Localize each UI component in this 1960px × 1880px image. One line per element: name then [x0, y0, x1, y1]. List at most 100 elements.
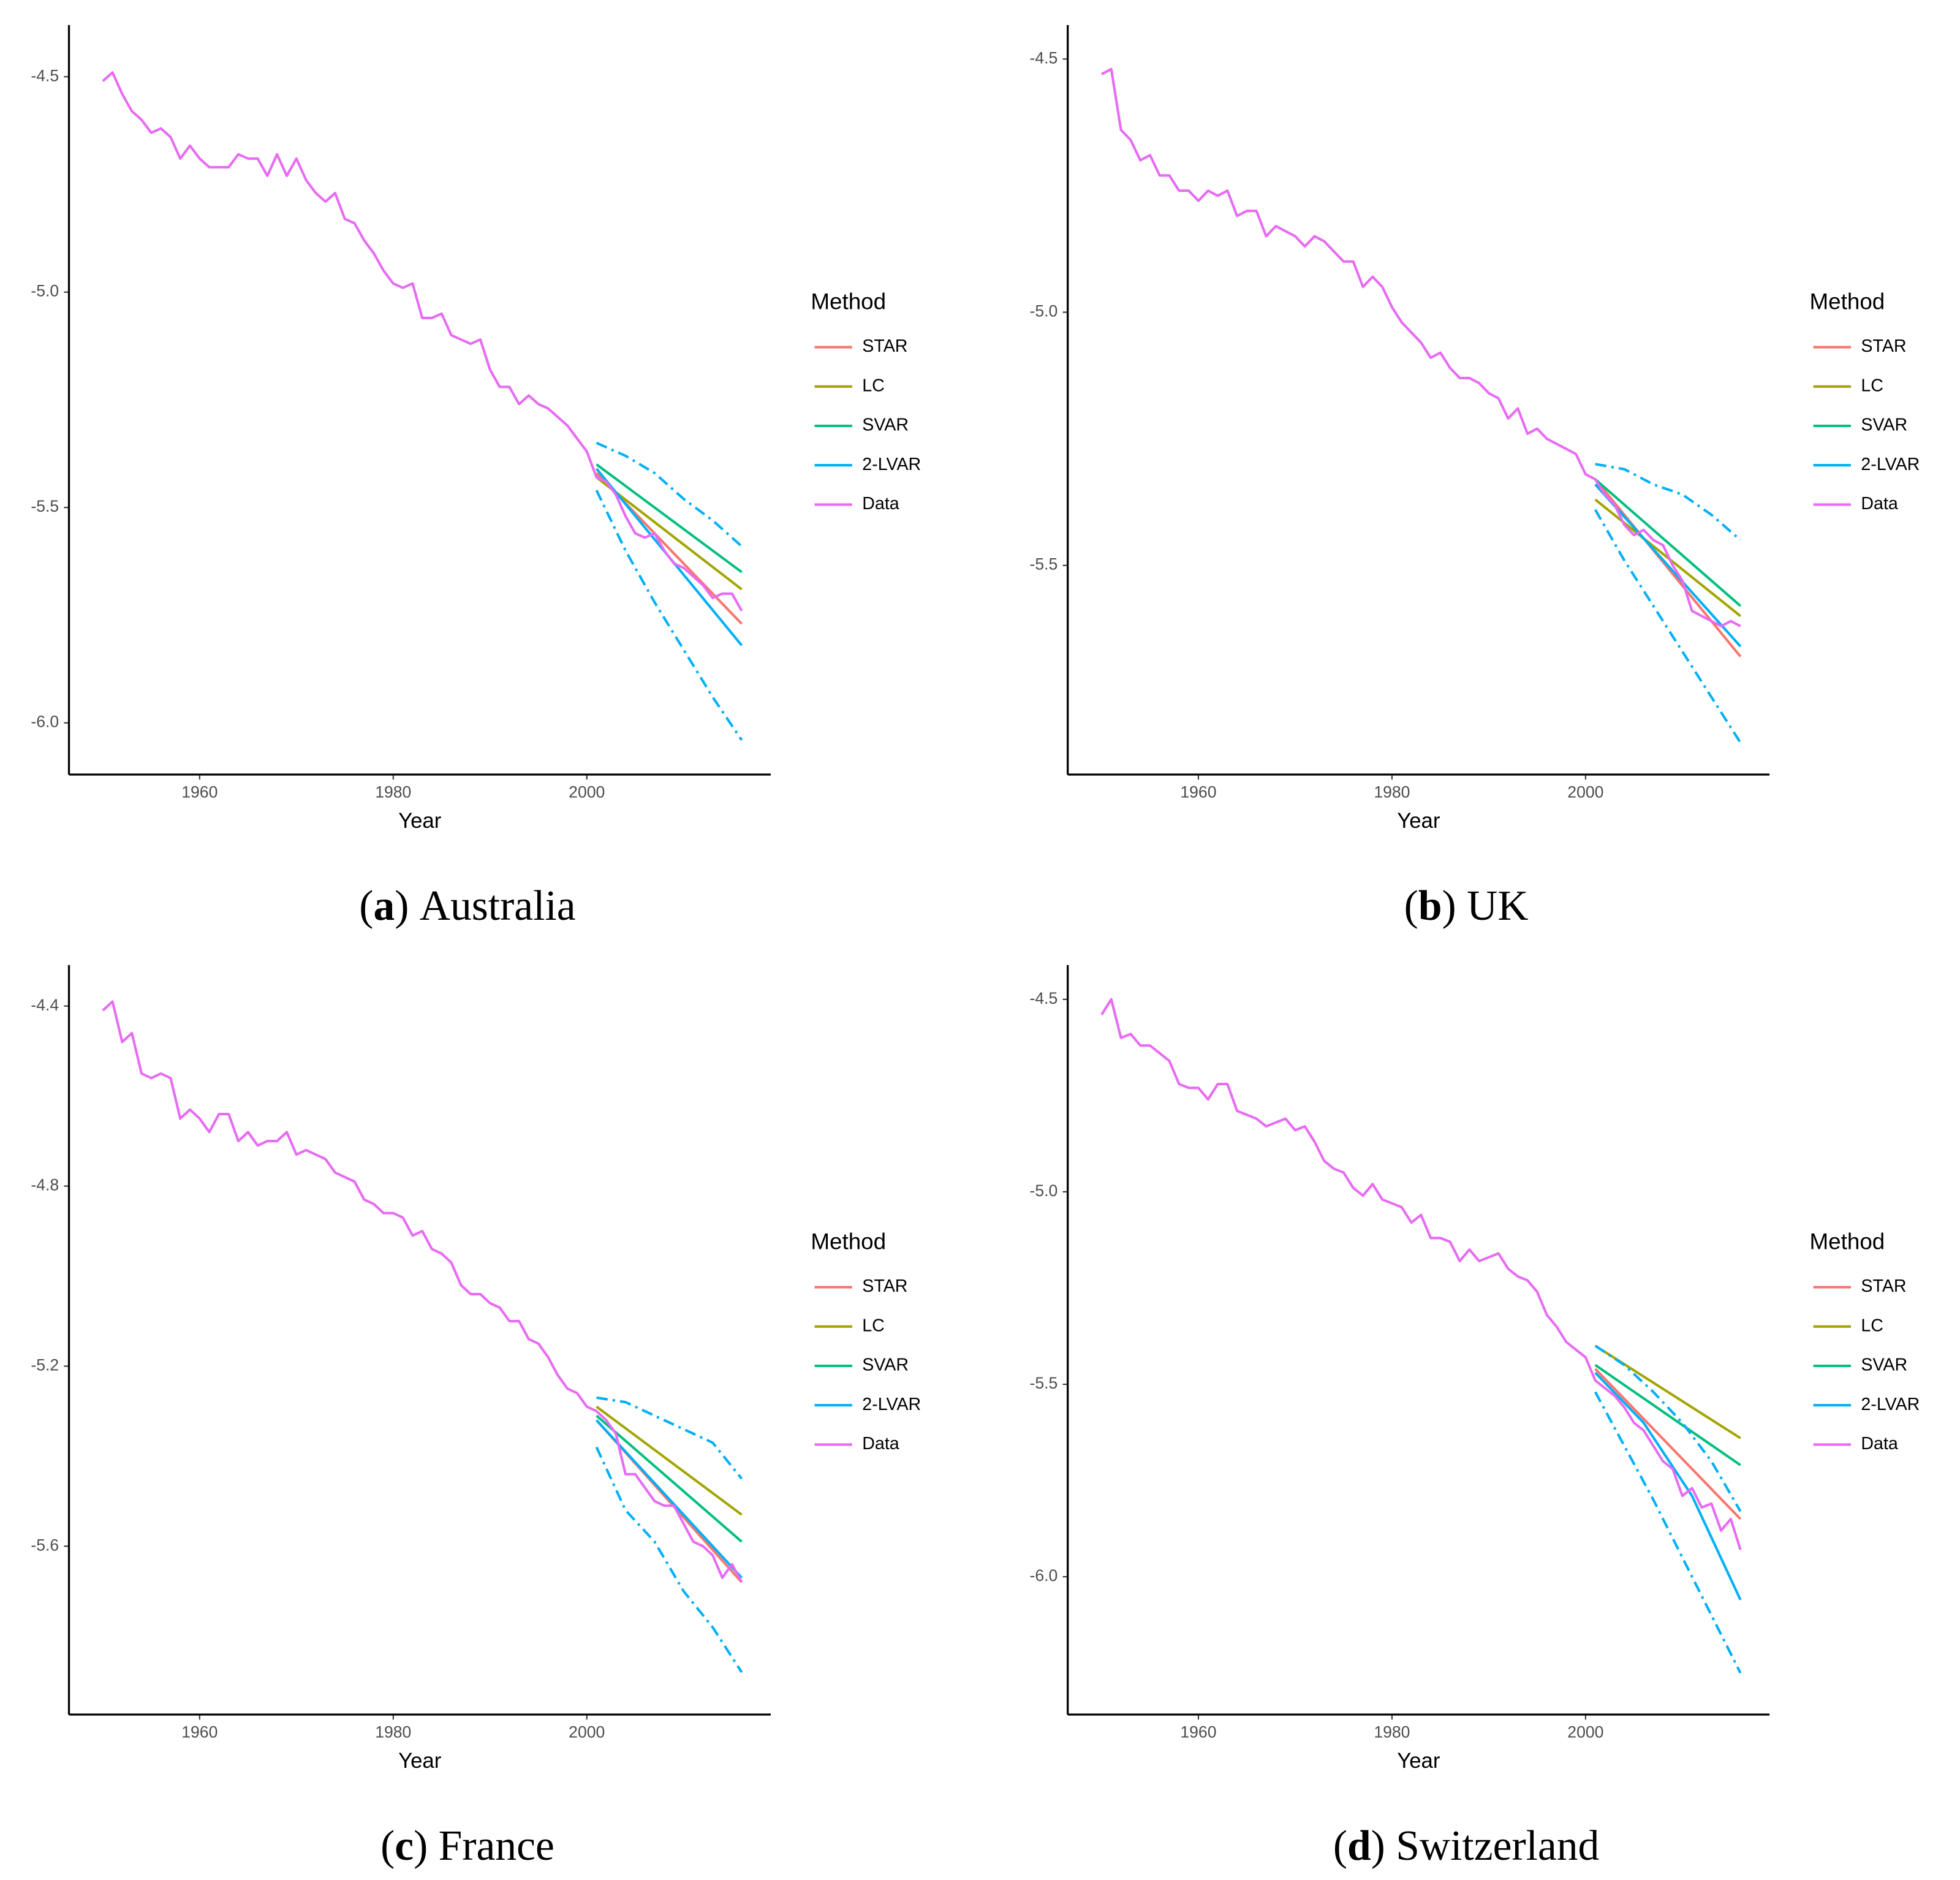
panel: -4.5 -5.0 -5.5 -6.0 1960 1980 2000 Year Method ST…	[31, 25, 921, 930]
y-tick-label: -6.0	[1029, 1566, 1058, 1585]
caption-text: UK	[1467, 882, 1528, 930]
caption-label: a	[373, 882, 395, 930]
legend-label: Data	[862, 494, 899, 514]
legend-label: Data	[1861, 1434, 1898, 1454]
x-tick-label: 2000	[569, 783, 605, 802]
y-tick-label: -5.5	[31, 497, 59, 515]
caption-space	[409, 882, 419, 930]
caption-text: France	[439, 1822, 554, 1870]
y-tick-label: -5.0	[1029, 302, 1058, 320]
x-tick-label: 2000	[1567, 1723, 1603, 1742]
series-line	[1594, 478, 1742, 607]
series-line	[1101, 67, 1741, 627]
caption-close: )	[395, 882, 409, 930]
caption-text: Australia	[420, 882, 576, 930]
x-tick-label: 1980	[1374, 783, 1410, 802]
caption-space	[428, 1822, 438, 1870]
caption-space	[1456, 882, 1467, 930]
panel: -4.5 -5.0 -5.5 1960 1980 2000 Year Method STAR LC…	[1029, 25, 1920, 930]
legend-label: 2-LVAR	[862, 455, 921, 474]
y-tick-label: -4.5	[1029, 989, 1058, 1007]
series-line	[596, 1414, 743, 1543]
legend-title: Method	[1810, 1229, 1885, 1254]
legend-label: SVAR	[1861, 1355, 1907, 1375]
y-tick-label: -5.0	[31, 282, 59, 300]
series-line	[596, 1405, 743, 1516]
caption: (c) France	[380, 1822, 554, 1870]
legend-label: Data	[862, 1434, 899, 1454]
caption-close: )	[414, 1822, 428, 1870]
legend-label: LC	[862, 1316, 885, 1335]
caption-open: (	[359, 882, 373, 930]
x-tick-label: 1960	[1180, 1723, 1216, 1742]
interval-line	[595, 1446, 743, 1673]
caption: (a) Australia	[359, 882, 575, 930]
series-line	[1594, 1363, 1741, 1466]
y-tick-label: -5.6	[31, 1536, 59, 1554]
panel: -4.4 -4.8 -5.2 -5.6 1960 1980 2000 Year Method ST…	[31, 965, 921, 1870]
interval-line	[595, 490, 743, 741]
caption: (d) Switzerland	[1333, 1822, 1599, 1870]
y-tick-label: -6.0	[31, 713, 59, 731]
x-tick-label: 1960	[1180, 783, 1216, 802]
caption-label: c	[395, 1822, 414, 1870]
legend-label: STAR	[1861, 336, 1906, 356]
x-tick-label: 2000	[569, 1723, 605, 1742]
legend-title: Method	[811, 1229, 886, 1254]
x-tick-label: 1980	[375, 783, 411, 802]
series-line	[596, 476, 743, 591]
legend-label: LC	[862, 376, 885, 395]
y-tick-label: -4.8	[31, 1176, 59, 1194]
caption-open: (	[1404, 882, 1418, 930]
caption: (b) UK	[1404, 882, 1529, 930]
x-axis-title: Year	[1397, 1749, 1440, 1773]
legend-label: 2-LVAR	[862, 1395, 921, 1414]
caption-open: (	[380, 1822, 395, 1870]
caption-space	[1385, 1822, 1396, 1870]
panel: -4.5 -5.0 -5.5 -6.0 1960 1980 2000 Year Method ST…	[1029, 965, 1920, 1870]
y-tick-label: -4.5	[31, 66, 59, 85]
series-line	[1100, 998, 1742, 1550]
legend-label: SVAR	[1861, 415, 1907, 435]
legend-label: SVAR	[862, 415, 909, 435]
y-tick-label: -5.0	[1029, 1181, 1058, 1200]
interval-line	[1594, 509, 1742, 744]
caption-close: )	[1371, 1822, 1385, 1870]
x-axis-title: Year	[398, 1749, 441, 1773]
x-axis-title: Year	[1397, 809, 1440, 833]
x-tick-label: 1960	[181, 783, 218, 802]
caption-label: b	[1418, 882, 1442, 930]
y-tick-label: -5.2	[31, 1355, 59, 1374]
legend-label: STAR	[862, 1276, 907, 1296]
x-tick-label: 1960	[181, 1723, 218, 1742]
series-line	[596, 1419, 743, 1579]
interval-line	[1594, 1344, 1742, 1512]
legend-label: STAR	[862, 336, 907, 356]
x-axis-title: Year	[398, 809, 441, 833]
caption-text: Switzerland	[1396, 1822, 1599, 1870]
interval-line	[1595, 463, 1742, 541]
y-tick-label: -5.5	[1029, 1374, 1058, 1392]
y-tick-label: -4.4	[31, 996, 59, 1014]
series-line	[102, 71, 743, 612]
series-line	[1594, 478, 1742, 658]
series-line	[102, 1000, 743, 1583]
series-line	[1594, 483, 1742, 648]
interval-line	[596, 441, 743, 547]
interval-line	[596, 1396, 743, 1480]
interval-line	[1594, 1391, 1742, 1674]
legend-title: Method	[1810, 289, 1885, 314]
legend-title: Method	[811, 289, 886, 314]
caption-close: )	[1442, 882, 1456, 930]
x-tick-label: 1980	[375, 1723, 411, 1742]
legend-label: LC	[1861, 1316, 1883, 1335]
caption-label: d	[1347, 1822, 1371, 1870]
y-tick-label: -4.5	[1029, 48, 1058, 67]
series-line	[1594, 1371, 1742, 1601]
series-line	[596, 463, 743, 574]
legend-label: 2-LVAR	[1861, 455, 1920, 474]
x-tick-label: 2000	[1567, 783, 1603, 802]
x-tick-label: 1980	[1374, 1723, 1410, 1742]
legend-label: Data	[1861, 494, 1898, 514]
